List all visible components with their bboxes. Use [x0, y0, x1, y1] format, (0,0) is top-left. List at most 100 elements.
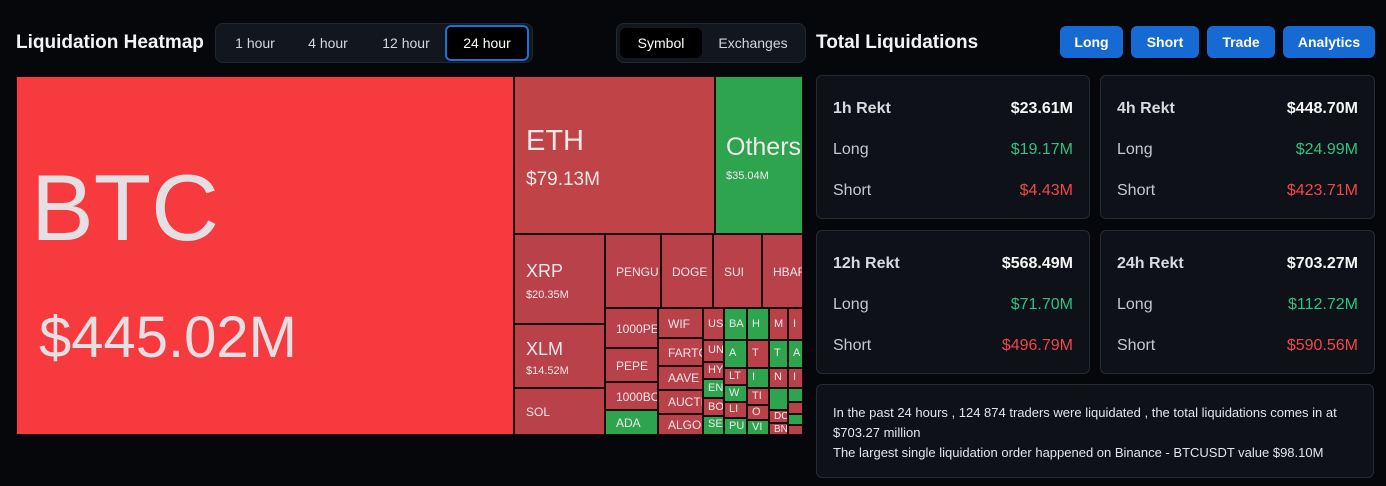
liquidation-heatmap: BTC $445.02M ETH $79.13M Others $35.04M …	[16, 76, 803, 435]
short-value: $496.79M	[1001, 337, 1073, 354]
card-total: $568.49M	[1001, 255, 1073, 272]
heatmap-tile-hbar[interactable]: HBAR	[762, 234, 803, 308]
analytics-button[interactable]: Analytics	[1283, 26, 1375, 58]
heatmap-tile-algo[interactable]: ALGO	[658, 414, 703, 435]
long-button[interactable]: Long	[1060, 26, 1123, 58]
heatmap-tile-small[interactable]	[788, 425, 803, 435]
heatmap-tile-small[interactable]: A	[788, 340, 803, 368]
heatmap-tile-small[interactable]: TI	[747, 388, 769, 405]
long-value: $19.17M	[1010, 141, 1073, 158]
heatmap-tile-sol[interactable]: SOL	[514, 388, 605, 435]
tile-symbol: AAVE	[668, 371, 700, 385]
heatmap-tile-others[interactable]: Others $35.04M	[715, 76, 803, 234]
heatmap-tile-doge[interactable]: DOGE	[661, 234, 713, 308]
heatmap-tile-small[interactable]: BO	[703, 398, 724, 416]
tile-value: $79.13M	[526, 169, 600, 190]
rekt-card-24h: 24h Rekt $703.27M Long $112.72M Short $590.…	[1100, 230, 1375, 374]
heatmap-tile-small[interactable]: M	[769, 308, 788, 340]
heatmap-tile-small[interactable]: US	[703, 308, 724, 340]
tile-symbol: 1000BONK	[616, 390, 657, 404]
heatmap-tile-small[interactable]: PU	[724, 418, 747, 435]
rekt-card-12h: 12h Rekt $568.49M Long $71.70M Short $496.7…	[816, 230, 1090, 374]
heatmap-tile-pepe[interactable]: PEPE	[605, 348, 658, 382]
heatmap-tile-small[interactable]	[788, 388, 803, 402]
timeframe-4h-button[interactable]: 4 hour	[308, 35, 348, 51]
summary-line-1: In the past 24 hours , 124 874 traders w…	[833, 405, 1337, 440]
heatmap-tile-small[interactable]: LT	[724, 368, 747, 385]
long-value: $71.70M	[1010, 296, 1073, 313]
view-exchanges-button[interactable]: Exchanges	[718, 35, 788, 51]
card-total: $23.61M	[1010, 100, 1073, 117]
view-mode-selector: Symbol Exchanges	[616, 23, 806, 63]
heatmap-tile-small[interactable]: W	[724, 385, 747, 402]
view-symbol-button[interactable]: Symbol	[620, 28, 702, 58]
tile-value: $35.04M	[726, 170, 769, 182]
total-liquidations-title: Total Liquidations	[816, 32, 979, 53]
heatmap-tile-small[interactable]: SE	[703, 416, 724, 435]
heatmap-tile-eth[interactable]: ETH $79.13M	[514, 76, 715, 234]
heatmap-tile-small[interactable]: BA	[724, 308, 747, 340]
heatmap-tile-small[interactable]: O	[747, 405, 769, 420]
heatmap-tile-small[interactable]: A	[724, 340, 747, 368]
heatmap-tile-btc[interactable]: BTC $445.02M	[16, 76, 514, 435]
heatmap-tile-small[interactable]: H	[747, 308, 769, 340]
tile-value: $445.02M	[39, 305, 297, 370]
short-label: Short	[1117, 182, 1156, 199]
heatmap-tile-small[interactable]	[769, 388, 788, 410]
tile-symbol: SUI	[724, 265, 745, 279]
tile-symbol: ALGO	[668, 418, 702, 432]
heatmap-tile-xrp[interactable]: XRP $20.35M	[514, 234, 605, 324]
heatmap-tile-small[interactable]: T	[769, 340, 788, 368]
tile-symbol: PENGU	[616, 265, 659, 279]
heatmap-tile-small[interactable]: I	[788, 368, 803, 388]
tile-value: $20.35M	[526, 289, 569, 301]
timeframe-12h-button[interactable]: 12 hour	[382, 35, 430, 51]
heatmap-tile-aave[interactable]: AAVE	[658, 366, 703, 390]
tile-symbol: ADA	[616, 416, 641, 430]
heatmap-tile-pengu[interactable]: PENGU	[605, 234, 661, 308]
short-value: $4.43M	[1019, 182, 1073, 199]
trade-button[interactable]: Trade	[1207, 26, 1275, 58]
heatmap-tile-small[interactable]: VI	[747, 420, 769, 435]
heatmap-tile-small[interactable]	[788, 414, 803, 425]
timeframe-24h-button[interactable]: 24 hour	[445, 25, 529, 61]
short-label: Short	[833, 182, 872, 199]
heatmap-title: Liquidation Heatmap	[16, 32, 204, 53]
tile-symbol: FARTCOIN	[668, 346, 702, 360]
short-button[interactable]: Short	[1131, 26, 1199, 58]
card-label: 12h Rekt	[833, 255, 900, 272]
tile-symbol: BTC	[31, 155, 219, 260]
heatmap-tile-ada[interactable]: ADA	[605, 410, 658, 435]
heatmap-tile-small[interactable]: EN	[703, 379, 724, 398]
heatmap-tile-small[interactable]: UN	[703, 340, 724, 362]
timeframe-1h-button[interactable]: 1 hour	[235, 35, 275, 51]
card-label: 24h Rekt	[1117, 255, 1184, 272]
long-label: Long	[833, 141, 869, 158]
heatmap-tile-fartcoin[interactable]: FARTCOIN	[658, 338, 703, 366]
heatmap-tile-auction[interactable]: AUCTION	[658, 390, 703, 414]
heatmap-tile-xlm[interactable]: XLM $14.52M	[514, 324, 605, 388]
heatmap-tile-small[interactable]: T	[747, 340, 769, 368]
short-value: $423.71M	[1286, 182, 1358, 199]
card-label: 4h Rekt	[1117, 100, 1175, 117]
heatmap-tile-small[interactable]: LI	[724, 402, 747, 418]
rekt-card-4h: 4h Rekt $448.70M Long $24.99M Short $423.71…	[1100, 75, 1375, 219]
short-value: $590.56M	[1286, 337, 1358, 354]
heatmap-tile-small[interactable]: DC	[769, 410, 788, 423]
tile-symbol: XRP	[526, 261, 564, 281]
heatmap-tile-small[interactable]	[788, 402, 803, 414]
heatmap-tile-wif[interactable]: WIF	[658, 308, 703, 338]
heatmap-tile-1000bonk[interactable]: 1000BONK	[605, 382, 658, 410]
heatmap-tile-small[interactable]: BN	[769, 423, 788, 435]
card-total: $448.70M	[1286, 100, 1358, 117]
heatmap-tile-small[interactable]: I	[747, 368, 769, 388]
heatmap-tile-sui[interactable]: SUI	[713, 234, 762, 308]
rekt-card-1h: 1h Rekt $23.61M Long $19.17M Short $4.43M	[816, 75, 1090, 219]
heatmap-tile-small[interactable]: I	[788, 308, 803, 340]
heatmap-tile-small[interactable]: N	[769, 368, 788, 388]
tile-symbol: WIF	[668, 317, 690, 331]
heatmap-tile-small[interactable]: HY	[703, 362, 724, 379]
long-label: Long	[1117, 296, 1153, 313]
short-label: Short	[833, 337, 872, 354]
